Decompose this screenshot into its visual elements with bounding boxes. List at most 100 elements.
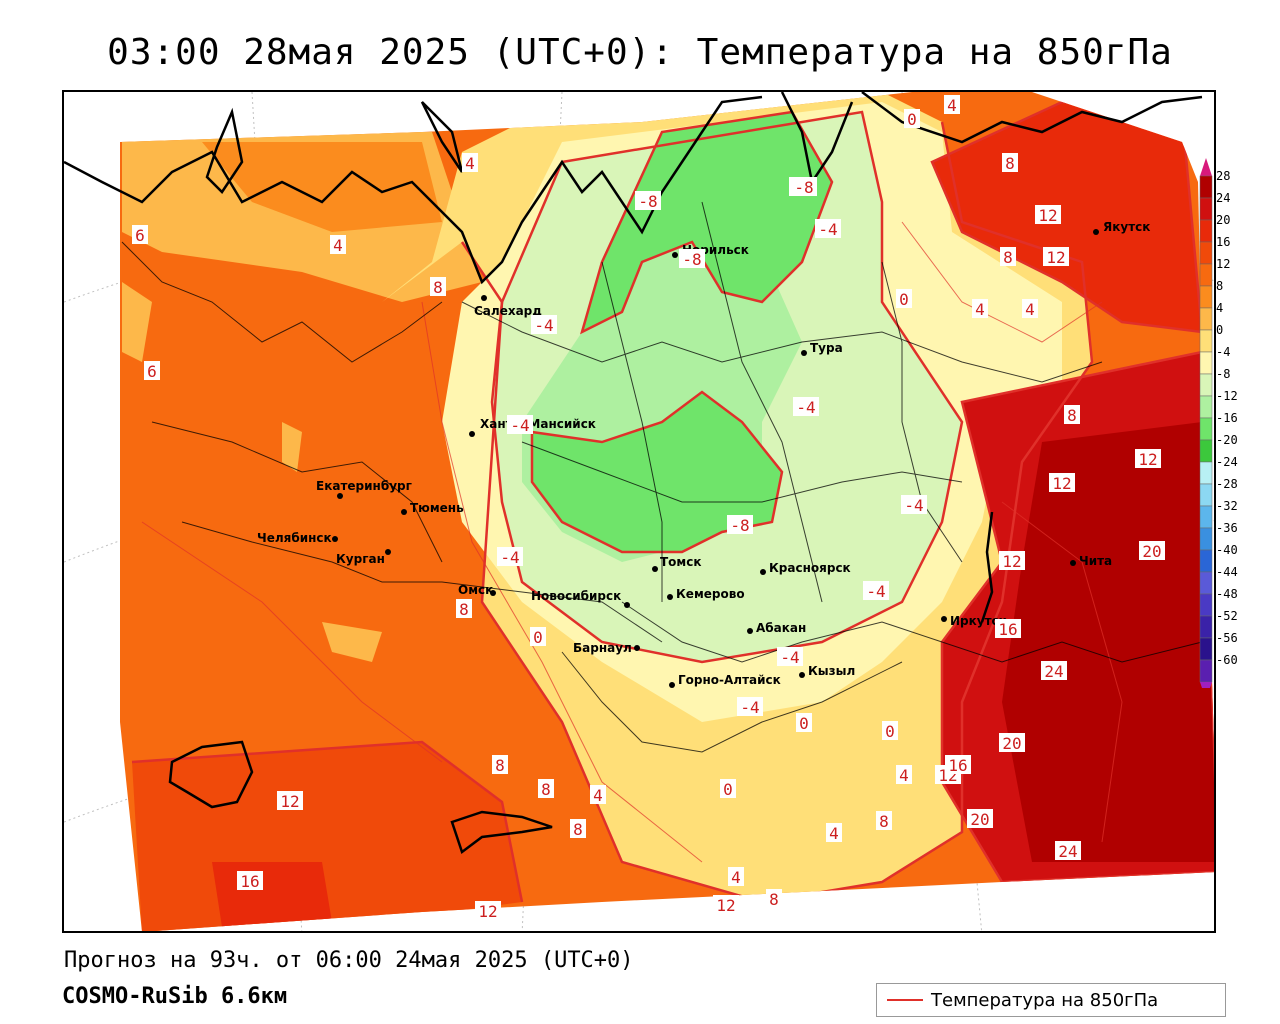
isotherm-label-bg	[538, 779, 554, 798]
isotherm-label-bg	[713, 895, 739, 914]
colorbar-bottom-arrow	[1200, 682, 1212, 688]
isotherm-lines	[131, 100, 1214, 904]
isotherm-label: 0	[907, 110, 917, 129]
colorbar-swatch	[1199, 527, 1213, 551]
city: Красноярск	[760, 561, 851, 575]
colorbar-top-arrow	[1200, 158, 1212, 176]
city: Горно-Алтайск	[669, 673, 781, 688]
isotherm-label-bg	[144, 361, 160, 380]
isotherm-label-bg	[1000, 247, 1016, 266]
city: Екатеринбург	[316, 479, 412, 499]
isotherm-label-bg	[531, 315, 557, 334]
city: Томск	[652, 555, 702, 572]
isotherm-label-bg	[330, 235, 346, 254]
isotherm-label-bg	[796, 713, 812, 732]
map-panel: Норильск Якутск Салехард Тура Ханты-Манс…	[62, 90, 1216, 933]
colorbar-swatch	[1199, 417, 1213, 441]
isotherm-label: 8	[1003, 248, 1013, 267]
isotherm-label: -8	[794, 178, 813, 197]
isotherm-label: 8	[495, 756, 505, 775]
isotherm-label: -4	[534, 316, 553, 335]
isotherm-label: 8	[1067, 406, 1077, 425]
isotherm-label-bg	[1041, 661, 1067, 680]
colorbar-tick-label: -32	[1216, 499, 1238, 513]
svg-text:Челябинск: Челябинск	[257, 531, 332, 545]
isotherm-label-bg	[679, 249, 705, 268]
isotherm-label-bg	[863, 581, 889, 600]
isotherm-label: 12	[1038, 206, 1057, 225]
isotherm-label: 0	[799, 714, 809, 733]
svg-text:Горно-Алтайск: Горно-Алтайск	[678, 673, 781, 687]
svg-text:Абакан: Абакан	[756, 621, 806, 635]
temperature-field	[120, 92, 1214, 931]
colorbar-tick-label: -36	[1216, 521, 1238, 535]
city: Челябинск	[257, 531, 338, 545]
isotherm-label-bg	[456, 599, 472, 618]
isotherm-label: 4	[465, 154, 475, 173]
colorbar-tick-label: 8	[1216, 279, 1223, 293]
model-name: COSMO-RuSib 6.6км	[62, 984, 288, 1009]
isotherm-label: 4	[899, 766, 909, 785]
isotherm-label: 8	[541, 780, 551, 799]
colorbar-swatch	[1199, 197, 1213, 221]
isotherm-label: 8	[433, 278, 443, 297]
isotherm-label: -4	[904, 496, 923, 515]
isotherm-label: 6	[147, 362, 157, 381]
city: Салехард	[474, 295, 542, 318]
isotherm-label-bg	[497, 547, 523, 566]
svg-text:Тура: Тура	[810, 341, 843, 355]
city: Тюмень	[401, 501, 464, 515]
city: Тура	[801, 341, 843, 356]
isotherm-label: 0	[885, 722, 895, 741]
svg-text:Кызыл: Кызыл	[808, 664, 855, 678]
colorbar-tick-label: 12	[1216, 257, 1230, 271]
isotherm-label-bg	[530, 627, 546, 646]
isotherm-label-bg	[876, 811, 892, 830]
colorbar-swatch	[1199, 439, 1213, 463]
colorbar-tick-label: -52	[1216, 609, 1238, 623]
cities-layer: Норильск Якутск Салехард Тура Ханты-Манс…	[257, 220, 1150, 688]
colorbar-swatch	[1199, 593, 1213, 617]
colorbar-tick-label: -60	[1216, 653, 1238, 667]
isotherm-label: 8	[769, 890, 779, 909]
colorbar-swatch	[1199, 219, 1213, 243]
colorbar-tick-label: 4	[1216, 301, 1223, 315]
isotherm-label-bg	[1022, 299, 1038, 318]
isotherm-label: 20	[1002, 734, 1021, 753]
isotherm-label: 6	[135, 226, 145, 245]
isotherm-label-bg	[944, 95, 960, 114]
isotherm-label: 0	[533, 628, 543, 647]
isotherm-label-bg	[492, 755, 508, 774]
isotherm-label: -4	[740, 698, 759, 717]
colorbar-tick-label: -16	[1216, 411, 1238, 425]
isotherm-label-bg	[904, 109, 920, 128]
colorbar-swatch	[1199, 395, 1213, 419]
isotherm-label: 8	[1005, 154, 1015, 173]
isotherm-label-bg	[896, 289, 912, 308]
isotherm-label: 4	[1025, 300, 1035, 319]
isotherm-label: 8	[573, 820, 583, 839]
city: Омск	[458, 583, 496, 597]
isotherm-label: 12	[1052, 474, 1071, 493]
isotherm-lines-thin	[141, 221, 1123, 863]
colorbar-tick-label: -48	[1216, 587, 1238, 601]
svg-text:Омск: Омск	[458, 583, 493, 597]
isotherm-label: -8	[730, 516, 749, 535]
temperature-map: Норильск Якутск Салехард Тура Ханты-Манс…	[64, 92, 1214, 931]
city: Кызыл	[799, 664, 855, 678]
isotherm-label-bg	[1043, 247, 1069, 266]
isotherm-label: 16	[948, 756, 967, 775]
isotherm-label: 4	[975, 300, 985, 319]
isotherm-label: 12	[1138, 450, 1157, 469]
color-scale: 28 24 20 16 12 8 4 0 -4 -8 -12 -16 -20 -24 -28 -32 -36 -4…	[1199, 158, 1238, 688]
isotherm-label-bg	[727, 515, 753, 534]
colorbar-tick-label: -56	[1216, 631, 1238, 645]
isotherm-label-bg	[507, 415, 533, 434]
colorbar-swatch	[1199, 351, 1213, 375]
isotherm-label-bg	[945, 755, 971, 774]
isotherm-label: -4	[780, 648, 799, 667]
isotherm-label-bg	[720, 779, 736, 798]
isotherm-label-bg	[132, 225, 148, 244]
colorbar-swatch	[1199, 637, 1213, 661]
isotherm-label-bg	[972, 299, 988, 318]
